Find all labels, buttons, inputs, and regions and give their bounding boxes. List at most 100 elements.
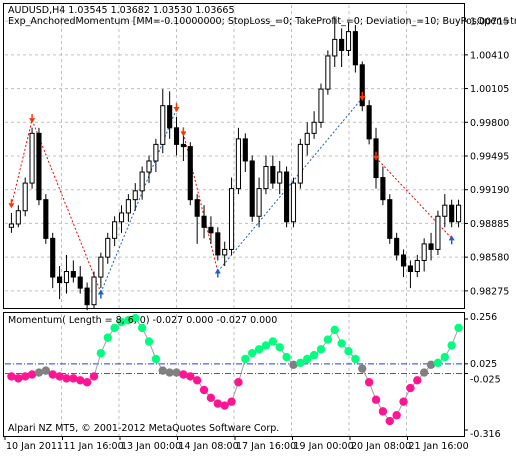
momentum-dot-above (344, 347, 353, 356)
momentum-dot-neutral (41, 366, 51, 375)
bear-candle (77, 265, 83, 294)
bull-candle (297, 138, 303, 189)
candle-body (455, 204, 462, 223)
candle-body (70, 271, 76, 278)
momentum-dot-below (27, 370, 37, 379)
momentum-dot-above (282, 352, 291, 362)
candle-body (153, 143, 159, 162)
bull-candle (311, 111, 317, 139)
momentum-dot-below (7, 372, 16, 381)
momentum-dot-above (440, 352, 450, 362)
momentum-dot-neutral (358, 364, 367, 373)
candle-body (249, 160, 255, 217)
bear-candle (194, 194, 200, 244)
momentum-dot-below (385, 416, 394, 426)
price-tick-label: 0.99190 (470, 185, 509, 196)
candle-body (98, 256, 104, 278)
bear-candle (270, 155, 276, 189)
bear-candle (43, 194, 49, 244)
time-tick-label: 17 Jan 16:00 (236, 441, 296, 452)
bear-candle (284, 166, 290, 228)
candle-body (387, 199, 393, 239)
momentum-dot-neutral (158, 366, 167, 375)
candle-body (304, 132, 310, 145)
bear-candle (449, 199, 455, 228)
candle-body (407, 265, 413, 273)
candle-body (345, 31, 352, 51)
momentum-dot-below (220, 401, 229, 410)
candle-body (222, 248, 228, 256)
candle-body (270, 166, 276, 184)
price-tick-label: 1.00715 (470, 17, 509, 28)
candle-body (180, 143, 186, 148)
bear-candle (167, 91, 173, 139)
candle-body (77, 276, 83, 289)
bear-candle (187, 142, 193, 206)
candle-body (284, 171, 290, 223)
candle-body (22, 182, 28, 212)
momentum-dot-below (213, 399, 223, 408)
bear-candle (366, 100, 372, 145)
bull-candle (132, 183, 138, 211)
bull-candle (256, 177, 262, 228)
price-tick-label: 0.99495 (470, 152, 509, 163)
bear-candle (84, 282, 90, 311)
trade-line (217, 97, 363, 272)
bear-candle (208, 216, 214, 244)
momentum-dot-above (268, 337, 278, 346)
bull-candle (146, 155, 152, 184)
bull-candle (325, 50, 331, 95)
bull-candle (277, 160, 283, 195)
price-tick-label: 1.00410 (470, 50, 509, 61)
sell-arrow-icon (8, 199, 15, 209)
candle-body (167, 105, 173, 129)
sell-arrow-icon (173, 103, 180, 113)
bull-candle (118, 205, 125, 233)
sell-arrow-icon (29, 114, 36, 124)
candle-body (325, 55, 331, 90)
momentum-dot-above (247, 348, 257, 358)
bull-candle (98, 252, 104, 289)
bull-candle (153, 138, 159, 173)
bull-candle (22, 177, 28, 217)
candle-body (428, 243, 434, 250)
trade-arrows (8, 91, 455, 299)
price-grid (5, 5, 464, 308)
momentum-dot-above (303, 354, 312, 364)
momentum-dot-below (48, 370, 57, 379)
momentum-dot-below (406, 383, 415, 393)
candle-body (187, 146, 193, 201)
trade-line (31, 119, 102, 293)
buy-arrow-icon (448, 235, 455, 245)
candle-body (359, 64, 365, 107)
candle-body (208, 226, 214, 234)
candle-body (290, 182, 297, 223)
candle-body (380, 177, 386, 201)
momentum-dot-below (199, 385, 209, 395)
bear-candle (201, 205, 207, 239)
momentum-tick-label: 0.256 (470, 312, 497, 323)
momentum-tick-label: -0.025 (470, 375, 501, 386)
momentum-dot-above (316, 345, 326, 354)
momentum-dot-above (103, 333, 112, 342)
candle-body (63, 271, 70, 284)
time-tick-label: 10 Jan 2011 (6, 441, 63, 452)
candle-body (256, 188, 262, 217)
candle-body (242, 138, 248, 162)
candle-body (201, 215, 207, 228)
bull-candle (105, 232, 111, 264)
bull-candle (318, 83, 324, 128)
time-tick-label: 14 Jan 08:00 (179, 441, 239, 452)
sell-arrow-icon (359, 91, 366, 101)
bull-candle (160, 89, 166, 154)
momentum-dot-above (261, 341, 271, 350)
symbol-info: AUDUSD,H4 1.03545 1.03682 1.03530 1.0366… (8, 5, 235, 16)
candle-body (15, 210, 21, 225)
candle-body (50, 237, 56, 278)
momentum-dot-above (447, 341, 456, 350)
momentum-dot-below (371, 395, 381, 404)
momentum-dot-above (131, 314, 140, 323)
momentum-dot-below (234, 378, 243, 387)
momentum-dot-above (275, 343, 284, 352)
